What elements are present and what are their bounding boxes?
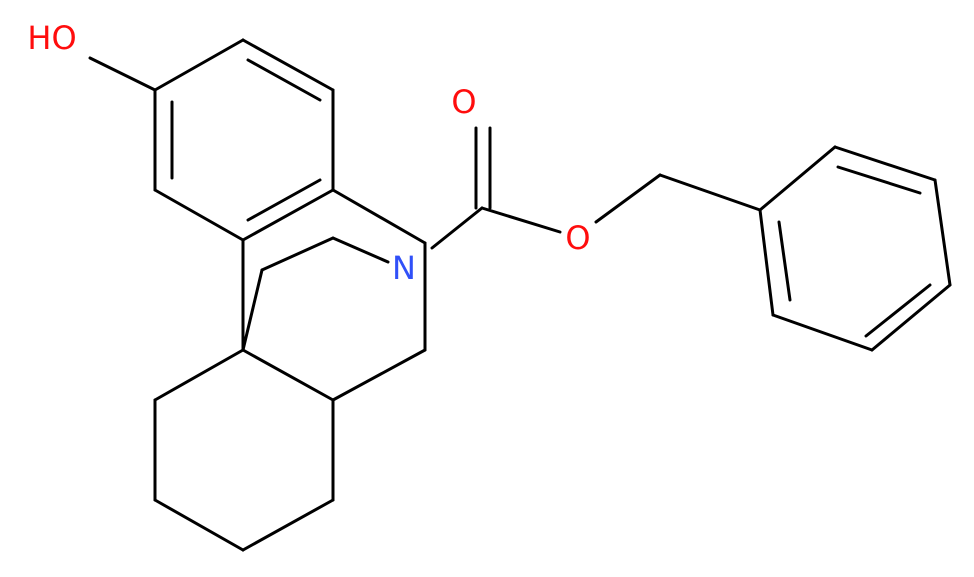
bond [836, 165, 922, 195]
bond [777, 220, 792, 302]
bonds [88, 38, 952, 552]
bond [241, 38, 335, 92]
atom-label: O [451, 83, 476, 121]
bond [331, 236, 390, 264]
bond [331, 188, 427, 245]
bond [480, 206, 562, 234]
bond [870, 283, 952, 352]
bond [260, 236, 335, 272]
bond [933, 178, 952, 287]
bond [153, 498, 245, 552]
bond [833, 145, 937, 182]
atom-label: HO [27, 19, 76, 57]
bond [246, 58, 322, 102]
bond [241, 268, 264, 352]
bond [246, 178, 322, 222]
bond [241, 348, 335, 402]
bond [864, 283, 932, 338]
bond [594, 173, 662, 224]
atom-label: N [392, 249, 416, 287]
bond [658, 173, 762, 212]
bond [153, 38, 245, 92]
bond [331, 348, 427, 402]
bond [153, 188, 245, 242]
bond [241, 188, 335, 242]
bond [430, 206, 484, 250]
bond [88, 56, 157, 92]
bond [758, 145, 837, 212]
atom-label: O [565, 219, 590, 257]
bond [771, 313, 874, 352]
bond [758, 208, 775, 317]
bond [241, 498, 335, 552]
bond [153, 348, 245, 402]
